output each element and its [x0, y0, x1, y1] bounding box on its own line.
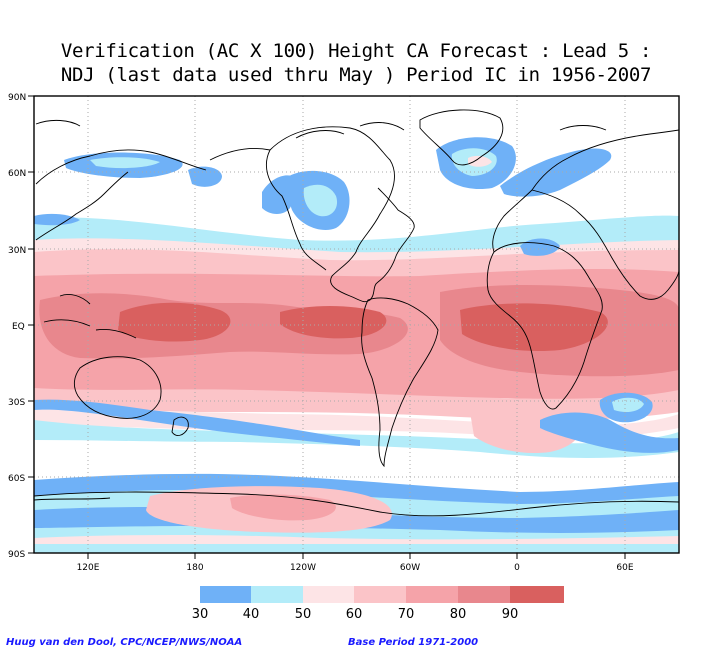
colorbar-label: 60: [346, 607, 363, 622]
shade-40-antarctic-bottom: [34, 544, 679, 553]
base-period-note: Base Period 1971-2000: [348, 637, 479, 648]
shade-90-core-central-pacific: [280, 306, 387, 339]
colorbar: 30 40 50 60 70 80 90: [192, 586, 564, 622]
coast-australia: [73, 356, 162, 419]
shade-40-canada-inner: [303, 184, 338, 217]
chart-title-line1: Verification (AC X 100) Height CA Foreca…: [60, 40, 652, 62]
author-credit: Huug van den Dool, CPC/NCEP/NWS/NOAA: [6, 637, 243, 648]
colorbar-label: 50: [295, 607, 312, 622]
shade-30-west-pacific-30n: [34, 213, 80, 226]
colorbar-label: 40: [243, 607, 260, 622]
colorbar-label: 90: [502, 607, 519, 622]
coast-eurasia: [35, 129, 679, 300]
shade-70-antarctic-core-inner: [230, 494, 336, 521]
colorbar-swatch: [251, 586, 303, 603]
colorbar-label: 70: [398, 607, 415, 622]
shade-60-band-north: [34, 247, 679, 277]
lon-tick-label: 60E: [616, 563, 633, 573]
lon-ticks: 120E 180 120W 60W 0 60E: [77, 553, 634, 573]
lat-tick-label: 60S: [8, 474, 25, 484]
colorbar-swatch: [510, 586, 564, 603]
shade-40-south-atlantic-inner: [612, 397, 644, 412]
shade-30-scandinavia: [500, 148, 612, 197]
colorbar-swatch: [354, 586, 406, 603]
coast-antarctica: [34, 491, 679, 517]
shade-90-core-atlantic: [460, 303, 608, 352]
colorbar-swatch: [200, 586, 251, 603]
colorbar-swatch: [406, 586, 458, 603]
shade-50-band-north: [34, 236, 679, 261]
coast-arctic-islands: [35, 119, 607, 139]
map-gridlines: [34, 96, 679, 553]
lon-tick-label: 0: [514, 563, 520, 573]
shade-90-core-west-pacific: [118, 302, 231, 342]
lon-tick-label: 180: [186, 563, 203, 573]
lat-tick-label: 30N: [8, 246, 26, 256]
shade-40-north-pacific-inner: [90, 157, 160, 169]
chart-title-line2: NDJ (last data used thru May ) Period IC…: [60, 64, 652, 86]
colorbar-swatch: [303, 586, 354, 603]
lat-tick-label: 30S: [8, 398, 25, 408]
coast-south-america: [361, 297, 439, 468]
shade-30-south-indian: [540, 412, 679, 453]
lat-ticks: 90N 60N 30N EQ 30S 60S 90S: [8, 93, 34, 560]
lat-tick-label: 90S: [8, 550, 25, 560]
lon-tick-label: 120E: [77, 563, 100, 573]
coast-africa: [486, 242, 603, 410]
anomaly-field: [34, 137, 679, 553]
colorbar-label: 80: [450, 607, 467, 622]
colorbar-swatch: [458, 586, 510, 603]
lat-tick-label: 90N: [8, 93, 26, 103]
coast-greenland: [419, 109, 504, 166]
lon-tick-label: 60W: [400, 563, 420, 573]
lat-tick-label: EQ: [12, 322, 25, 332]
coastlines: [34, 109, 679, 517]
colorbar-label: 30: [192, 607, 209, 622]
shade-30-south-ring: [34, 399, 360, 446]
lon-tick-label: 120W: [290, 563, 316, 573]
coast-indonesia: [43, 293, 137, 339]
lat-tick-label: 60N: [8, 169, 26, 179]
shade-50-greenland-core: [468, 155, 492, 167]
coast-new-zealand: [171, 416, 189, 436]
shade-30-alaska: [188, 166, 222, 187]
coast-north-america: [209, 126, 415, 303]
